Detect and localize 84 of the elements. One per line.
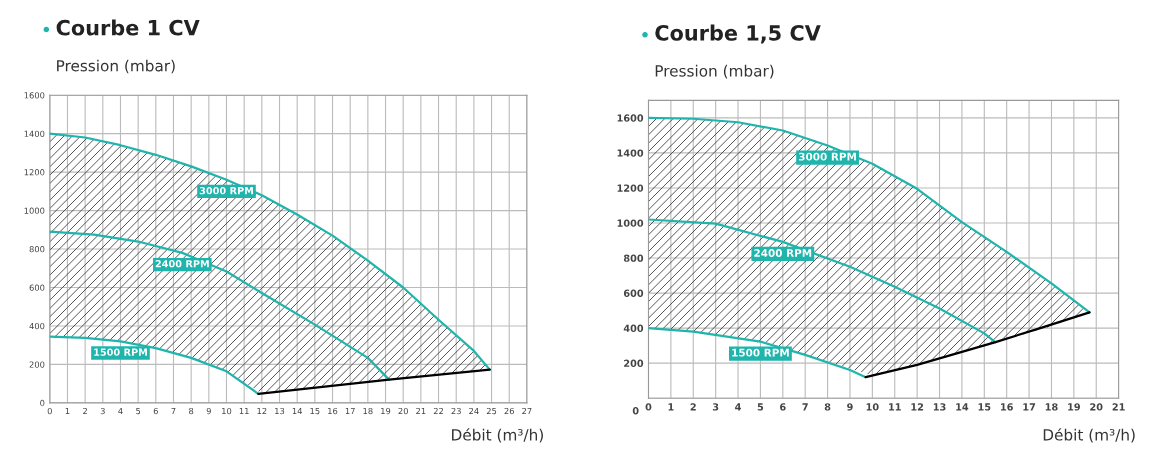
line-series: [864, 311, 1091, 379]
y-tick-label: 400: [623, 324, 644, 332]
series-label: 2400 RPM: [155, 260, 209, 268]
line-series: [49, 335, 260, 395]
x-tick-label: 26: [504, 407, 514, 415]
x-tick-label: 2: [83, 407, 87, 415]
x-tick-label: 17: [1023, 403, 1036, 411]
x-tick-label: 22: [433, 407, 444, 415]
line-series: [648, 327, 867, 379]
x-tick-label: 12: [257, 407, 267, 415]
x-tick-label: 5: [757, 403, 764, 411]
x-tick-label: 4: [735, 403, 741, 411]
x-tick-label: 9: [847, 403, 853, 411]
x-tick-label: 10: [866, 403, 879, 411]
y-tick-label: 1000: [24, 207, 45, 214]
series-label: 1500 RPM: [94, 348, 147, 356]
y-tick-label: 1200: [24, 169, 45, 176]
x-tick-label: 3: [100, 407, 105, 415]
x-tick-label: 2: [690, 403, 696, 411]
x-tick-label: 21: [1112, 403, 1125, 411]
x-tick-label: 1: [65, 407, 70, 415]
x-tick-label: 6: [780, 403, 786, 411]
y-tick-label: 1000: [617, 219, 644, 227]
x-tick-label: 24: [469, 407, 479, 415]
x-tick-label: 14: [956, 403, 969, 411]
x-tick-label: 1: [668, 403, 674, 411]
x-tick-label: 27: [522, 407, 532, 415]
x-tick-label: 17: [345, 407, 355, 415]
y-tick-label: 200: [624, 359, 644, 367]
x-tick-label: 18: [363, 407, 373, 415]
x-tick-label: 11: [239, 407, 249, 415]
chart-title: Courbe 1 CV: [56, 19, 200, 36]
x-axis-title: Débit (m³/h): [452, 428, 543, 443]
x-tick-label: 4: [118, 407, 123, 415]
y-tick-label: 400: [29, 322, 45, 330]
x-tick-label: 5: [136, 407, 141, 415]
x-tick-label: 12: [911, 403, 924, 411]
y-tick-label: 800: [623, 254, 644, 262]
x-tick-label: 3: [712, 403, 719, 411]
x-tick-label: 16: [328, 407, 338, 415]
y-tick-label: 1600: [24, 92, 45, 99]
y-axis-title: Pression (mbar): [655, 64, 774, 79]
y-tick-label: 600: [29, 284, 45, 291]
y-tick-label: 1200: [617, 184, 644, 192]
line-series: [648, 218, 997, 344]
chart-title: Courbe 1,5 CV: [655, 24, 821, 44]
series-label: 2400 RPM: [754, 249, 812, 257]
x-tick-label: 15: [310, 407, 320, 415]
x-tick-label: 10: [222, 407, 232, 415]
x-tick-label: 21: [416, 407, 426, 415]
x-tick-label: 7: [802, 403, 808, 411]
x-tick-label: 9: [206, 407, 211, 415]
x-tick-label: 19: [381, 407, 391, 415]
y-tick-label: 1400: [617, 149, 644, 157]
x-tick-label: 8: [824, 403, 831, 411]
line-series: [648, 116, 1091, 314]
x-tick-label: 15: [978, 403, 991, 411]
x-tick-label: 11: [889, 403, 901, 411]
y-axis-title: Pression (mbar): [57, 59, 175, 74]
y-tick-label: 1600: [617, 114, 644, 122]
x-tick-label: 0: [47, 407, 52, 415]
y-tick-label: 200: [29, 361, 45, 368]
x-tick-label: 20: [398, 407, 408, 415]
x-tick-label: 0: [645, 403, 652, 411]
x-tick-label: 7: [171, 407, 176, 415]
x-tick-label: 13: [275, 407, 285, 415]
series-label: 3000 RPM: [199, 186, 253, 195]
series-label: 1500 RPM: [732, 348, 789, 357]
x-tick-label: 18: [1045, 403, 1058, 411]
x-tick-label: 20: [1090, 403, 1103, 411]
x-tick-label: 19: [1068, 403, 1080, 411]
x-tick-label: 14: [292, 407, 303, 415]
y-tick-label: 800: [29, 246, 45, 253]
x-tick-label: 8: [189, 407, 194, 415]
line-series: [49, 230, 391, 381]
x-tick-label: 16: [1001, 403, 1013, 411]
x-tick-label: 23: [451, 407, 461, 415]
y-tick-label: 1400: [24, 130, 45, 137]
x-tick-label: 13: [933, 403, 946, 411]
series-label: 3000 RPM: [798, 152, 856, 161]
x-axis-title: Débit (m³/h): [1043, 428, 1135, 443]
x-tick-label: 6: [153, 407, 158, 415]
x-tick-label: 25: [486, 407, 497, 415]
y-tick-label: 600: [623, 289, 644, 297]
